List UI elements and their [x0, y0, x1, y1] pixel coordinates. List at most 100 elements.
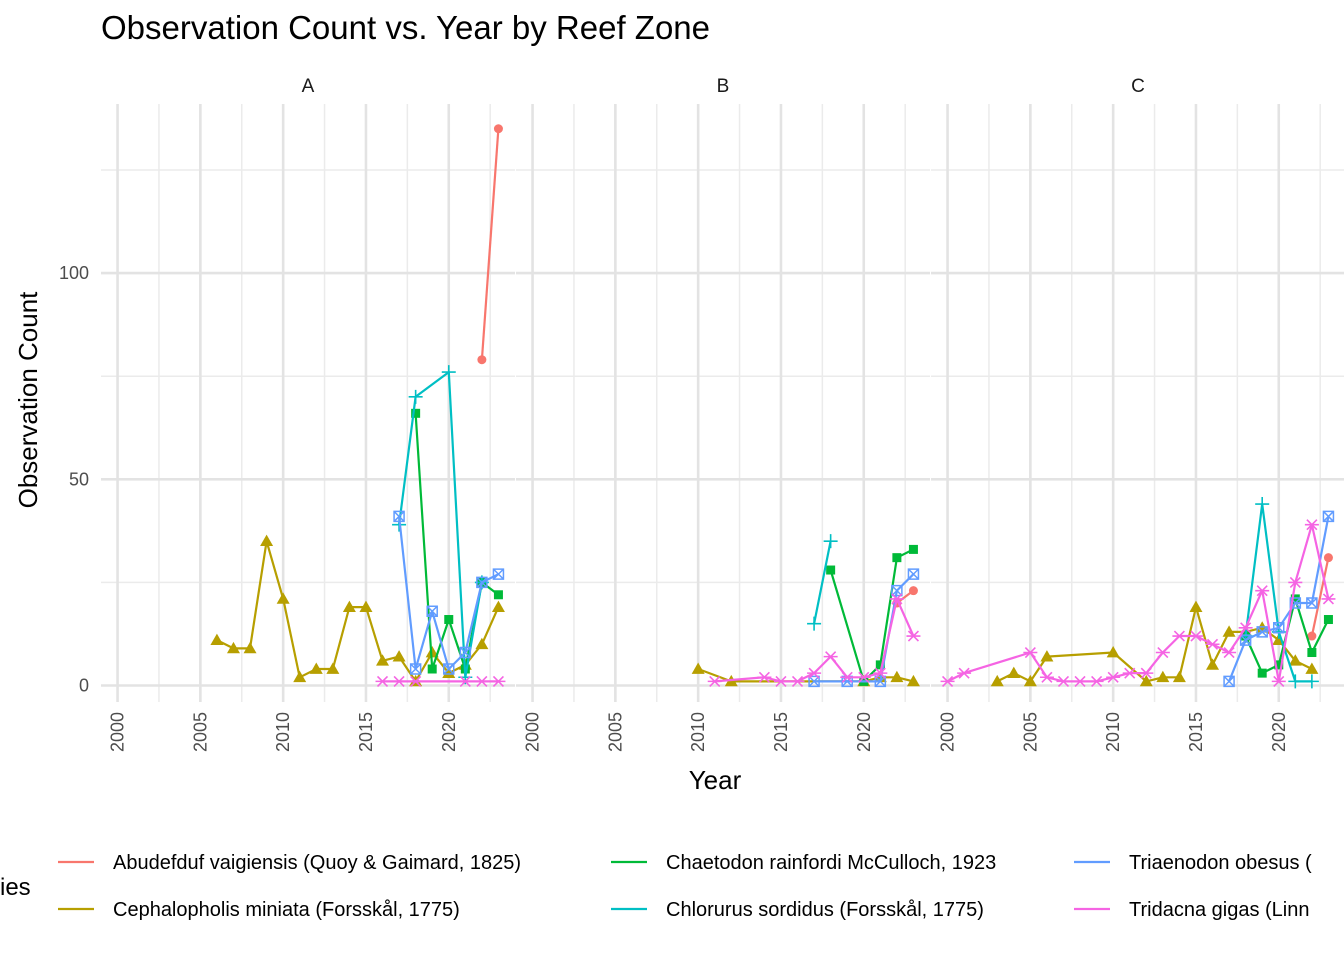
data-point — [1222, 646, 1237, 659]
data-point — [1155, 646, 1170, 659]
legend-item: Abudefduf vaigiensis (Quoy & Gaimard, 18… — [58, 852, 521, 874]
x-axis-title: Year — [689, 765, 742, 795]
data-point — [260, 534, 274, 547]
data-point — [790, 675, 805, 687]
legend-label: Abudefduf vaigiensis (Quoy & Gaimard, 18… — [113, 852, 521, 874]
series-b-3 — [807, 534, 838, 631]
data-point — [1073, 675, 1088, 687]
data-point — [458, 675, 473, 687]
data-point — [1122, 667, 1137, 679]
data-point — [1304, 674, 1319, 689]
series-line — [829, 548, 914, 683]
x-tick-label: 2010 — [1103, 712, 1123, 752]
data-point — [1271, 675, 1286, 687]
data-point — [823, 534, 838, 549]
data-point — [1255, 497, 1270, 512]
data-point — [1307, 648, 1317, 658]
data-point — [889, 593, 904, 605]
series-c-1 — [990, 600, 1319, 687]
data-point — [392, 675, 407, 687]
data-point — [1322, 510, 1335, 523]
y-axis-title: Observation Count — [13, 291, 43, 509]
data-point — [411, 408, 421, 418]
facet-panel-c: C 2000 2005 2010 2015 2020 — [931, 76, 1344, 752]
data-point — [957, 667, 972, 679]
data-point — [1273, 622, 1285, 634]
series-line — [947, 523, 1330, 683]
data-point — [906, 630, 921, 642]
data-point — [444, 615, 454, 625]
data-point — [807, 667, 822, 679]
data-point — [492, 568, 505, 580]
data-point — [425, 646, 439, 658]
data-point — [476, 576, 488, 589]
data-point — [1023, 646, 1038, 659]
data-point — [908, 544, 918, 554]
data-point — [1288, 654, 1302, 666]
data-point — [226, 641, 240, 654]
legend-item: Chlorurus sordidus (Forsskål, 1775) — [611, 899, 984, 921]
legend-item: Triaenodon obesus ( — [1074, 852, 1312, 874]
data-point — [908, 586, 918, 596]
data-point — [1089, 675, 1104, 687]
data-point — [427, 664, 437, 674]
x-tick-label: 2000 — [523, 712, 543, 752]
data-point — [1304, 519, 1319, 531]
data-point — [1323, 615, 1333, 625]
series-c-4 — [1223, 510, 1335, 688]
data-point — [1306, 597, 1318, 609]
data-point — [477, 355, 487, 365]
legend-label: Chaetodon rainfordi McCulloch, 1923 — [666, 852, 996, 874]
legend-label: Cephalopholis miniata (Forsskål, 1775) — [113, 899, 460, 921]
data-point — [474, 675, 489, 687]
series-b-4 — [808, 568, 920, 688]
data-point — [873, 667, 888, 679]
data-point — [1238, 622, 1253, 634]
series-a-4 — [393, 510, 505, 675]
data-point — [375, 675, 390, 687]
data-point — [493, 590, 503, 600]
data-point — [1007, 666, 1021, 679]
data-point — [891, 584, 903, 597]
data-point — [826, 565, 836, 575]
series-c-0 — [1307, 553, 1333, 641]
series-a-5 — [375, 675, 506, 687]
data-point — [243, 641, 257, 654]
data-point — [1257, 668, 1267, 678]
data-point — [1321, 593, 1336, 605]
x-tick-label: 2005 — [1020, 712, 1040, 752]
data-point — [1139, 667, 1154, 679]
data-point — [757, 671, 772, 683]
data-point — [875, 660, 885, 670]
data-point — [475, 637, 489, 650]
data-point — [1106, 646, 1120, 658]
data-point — [691, 662, 705, 674]
legend-label: Chlorurus sordidus (Forsskål, 1775) — [666, 899, 984, 921]
data-point — [1139, 674, 1153, 687]
data-point — [1288, 576, 1303, 588]
facet-label-a: A — [302, 76, 315, 97]
series-line — [1310, 557, 1330, 637]
data-point — [807, 616, 822, 631]
data-point — [491, 675, 506, 687]
data-point — [1307, 631, 1317, 641]
data-point — [1106, 671, 1121, 683]
data-point — [874, 675, 887, 688]
data-point — [441, 365, 456, 380]
data-point — [1305, 662, 1319, 674]
facet-label-c: C — [1131, 76, 1145, 97]
data-point — [892, 553, 902, 563]
facet-label-b: B — [717, 76, 730, 97]
series-b-5 — [707, 593, 921, 687]
x-tick-label: 2000 — [938, 712, 958, 752]
y-tick-label: 100 — [59, 263, 89, 283]
x-tick-label: 2000 — [108, 712, 128, 752]
series-a-0 — [477, 124, 503, 365]
data-point — [409, 663, 422, 675]
x-tick-label: 2020 — [1269, 712, 1289, 752]
data-point — [1255, 585, 1270, 597]
facet-panel-a: A 2000 2005 2010 2015 2020 0 50 100 — [59, 76, 515, 752]
data-point — [359, 600, 373, 613]
x-tick-label: 2020 — [854, 712, 874, 752]
data-point — [491, 600, 505, 613]
